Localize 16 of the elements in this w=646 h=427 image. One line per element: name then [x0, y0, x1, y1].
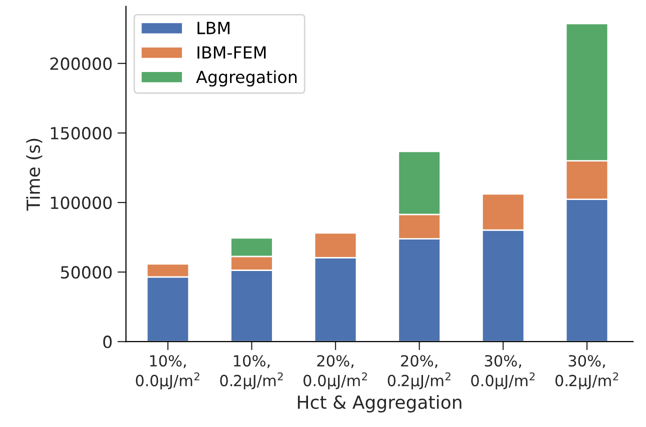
y-tick-label: 0: [103, 336, 112, 348]
x-axis-title: Hct & Aggregation: [298, 395, 462, 412]
x-tick-label: 10%, 0.2μJ/m$^{2}$: [220, 355, 283, 390]
x-tick-label: 10%, 0.0μJ/m$^{2}$: [136, 355, 200, 390]
y-tick-label: 100000: [50, 196, 112, 210]
y-tick-label: 200000: [50, 57, 112, 70]
y-tick-label: 150000: [50, 126, 112, 140]
x-tick-label: 20%, 0.2μJ/m$^{2}$: [388, 355, 450, 390]
legend-label: LBM: [198, 22, 230, 34]
x-tick-label: 30%, 0.0μJ/m$^{2}$: [471, 355, 535, 390]
y-tick-label: 50000: [61, 266, 112, 279]
y-axis-title: Time (s): [26, 138, 42, 211]
legend-label: Aggregation: [196, 70, 297, 86]
legend-label: IBM-FEM: [198, 46, 266, 59]
x-tick-label: 30%, 0.2μJ/m$^{2}$: [555, 355, 618, 390]
x-tick-label: 20%, 0.0μJ/m$^{2}$: [304, 355, 367, 390]
